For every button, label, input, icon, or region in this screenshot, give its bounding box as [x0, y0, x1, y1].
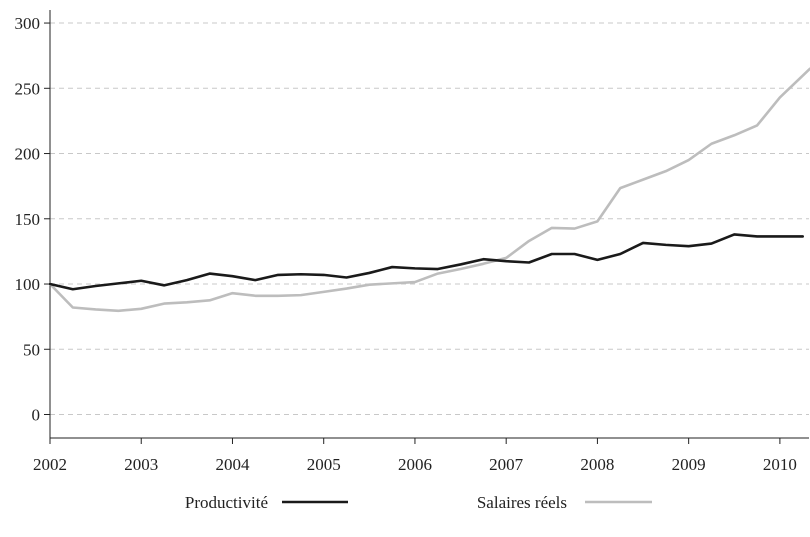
x-tick-label: 2008 — [580, 455, 614, 474]
y-tick-label: 50 — [23, 340, 40, 359]
x-tick-label: 2009 — [672, 455, 706, 474]
x-tick-label: 2002 — [33, 455, 67, 474]
x-tick-label: 2004 — [215, 455, 250, 474]
axes: 0 50 100 150 200 250 300 2002 2003 2004 2005 2006 20… — [15, 10, 809, 474]
x-tick-label: 2006 — [398, 455, 432, 474]
series-lines — [48, 67, 810, 313]
y-tick-label: 150 — [15, 210, 41, 229]
series-line-salaires-reels — [48, 67, 810, 313]
legend: Productivité Salaires réels — [185, 493, 652, 512]
gridlines — [50, 22, 809, 416]
y-tick-label: 250 — [15, 79, 41, 98]
legend-label-productivite: Productivité — [185, 493, 268, 512]
x-tick-label: 2005 — [307, 455, 341, 474]
axis-frame — [49, 10, 809, 439]
y-tick-label: 300 — [15, 14, 41, 33]
x-tick-label: 2010 — [763, 455, 797, 474]
y-tick-label: 200 — [15, 145, 41, 164]
series-line-productivite — [48, 233, 804, 291]
y-tick-label: 0 — [32, 406, 41, 425]
legend-label-salaires-reels: Salaires réels — [477, 493, 567, 512]
y-tick-label: 100 — [15, 275, 41, 294]
x-tick-label: 2003 — [124, 455, 158, 474]
x-tick-label: 2007 — [489, 455, 524, 474]
